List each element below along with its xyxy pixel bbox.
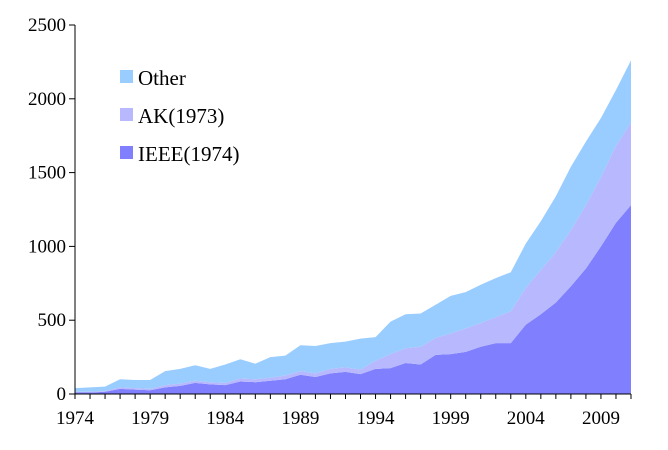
- legend-swatch-ieee-1974: [120, 146, 133, 159]
- areas-layer: [75, 60, 631, 394]
- x-axis: 1974 1979 1984 1989 1994 1999 2004 2009: [56, 393, 632, 429]
- x-tick-label: 1974: [56, 408, 95, 429]
- legend-label-ieee-1974: IEEE(1974): [138, 142, 239, 166]
- x-tick-label: 2009: [582, 408, 620, 429]
- legend-swatch-ak-1973: [120, 108, 133, 121]
- y-tick-label: 1500: [28, 163, 66, 184]
- y-tick-label: 0: [57, 384, 67, 405]
- y-tick-label: 2000: [28, 89, 66, 110]
- x-tick-label: 1979: [131, 408, 169, 429]
- x-tick-label: 1984: [206, 408, 245, 429]
- x-tick-label: 2004: [507, 408, 546, 429]
- y-tick-label: 500: [38, 310, 67, 331]
- legend-label-other: Other: [138, 66, 186, 90]
- legend: Other AK(1973) IEEE(1974): [120, 66, 239, 166]
- y-axis: 0 500 1000 1500 2000 2500: [28, 15, 76, 405]
- area-series-ak-1973: [75, 122, 631, 393]
- y-tick-label: 2500: [28, 15, 66, 36]
- x-tick-label: 1989: [281, 408, 319, 429]
- y-tick-label: 1000: [28, 236, 66, 257]
- area-series-other: [75, 60, 631, 392]
- legend-swatch-other: [120, 70, 133, 83]
- legend-label-ak-1973: AK(1973): [138, 104, 224, 128]
- x-tick-label: 1994: [357, 408, 396, 429]
- area-series-ieee-1974: [75, 205, 631, 394]
- x-tick-label: 1999: [432, 408, 470, 429]
